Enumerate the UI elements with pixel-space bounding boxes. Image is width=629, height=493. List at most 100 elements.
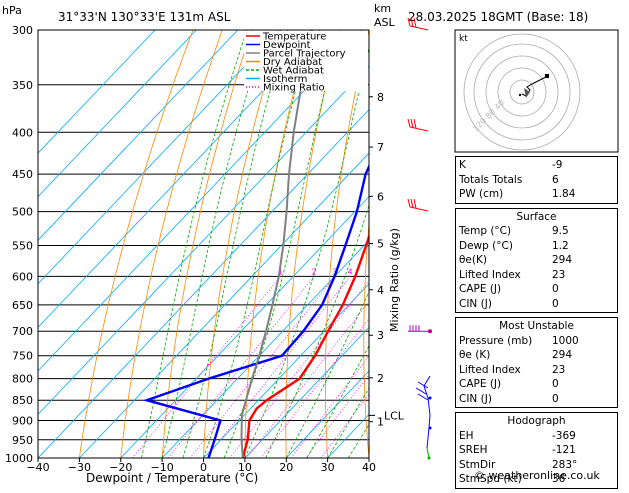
index-label: K bbox=[459, 159, 466, 171]
index-row: K -9 bbox=[459, 158, 614, 173]
wet-adiabat-line bbox=[306, 344, 369, 458]
isotherm-line bbox=[38, 65, 369, 416]
most-unstable-label: θe (K) bbox=[459, 349, 491, 361]
pressure-tick-label: 900 bbox=[12, 415, 33, 428]
x-tick-label: 0 bbox=[200, 461, 207, 474]
wet-adiabat-line bbox=[203, 30, 313, 458]
isotherm-line bbox=[38, 30, 156, 154]
location-title: 31°33'N 130°33'E 131m ASL bbox=[58, 10, 231, 24]
index-row: PW (cm) 1.84 bbox=[459, 187, 614, 202]
mixing-ratio-label: 2 bbox=[312, 267, 317, 276]
isotherm-line bbox=[38, 30, 321, 328]
hodograph-label: SREH bbox=[459, 444, 488, 456]
legend-label: Temperature bbox=[262, 32, 326, 43]
pressure-tick-label: 350 bbox=[12, 79, 33, 92]
most-unstable-label: Pressure (mb) bbox=[459, 334, 533, 347]
index-value: 1.84 bbox=[552, 188, 576, 200]
km-tick-label: 3 bbox=[377, 329, 384, 342]
hodograph-unit-label: kt bbox=[459, 34, 468, 44]
km-tick-label: 7 bbox=[377, 141, 384, 154]
lcl-label: LCL bbox=[384, 409, 405, 422]
km-tick-label: 1 bbox=[377, 416, 384, 429]
mixing-ratio-label: 1 bbox=[278, 267, 283, 276]
index-value: -9 bbox=[552, 159, 563, 171]
legend-label: Parcel Trajectory bbox=[263, 49, 346, 60]
hodograph-label: StmDir bbox=[459, 458, 496, 471]
x-axis-title: Dewpoint / Temperature (°C) bbox=[86, 471, 258, 485]
pressure-tick-label: 450 bbox=[12, 168, 33, 181]
axes: 3003504004505005506006507007508008509009… bbox=[5, 24, 405, 474]
surface-value: 294 bbox=[552, 254, 573, 266]
legend-label: Mixing Ratio bbox=[263, 83, 325, 94]
info-panel: K -9 Totals Totals 6 PW (cm) 1.84 Surface Tem… bbox=[455, 156, 618, 493]
wet-adiabat-line bbox=[223, 30, 341, 458]
surface-row: Lifted Index 23 bbox=[459, 268, 614, 283]
hodograph-box: Hodograph EH -369 SREH -121 StmDir 283° StmSpd… bbox=[455, 412, 618, 489]
surface-label: Lifted Index bbox=[459, 268, 521, 281]
most-unstable-row: Lifted Index 23 bbox=[459, 363, 614, 378]
isotherm-line bbox=[244, 326, 369, 458]
hodograph-row: StmSpd (kt) 36 bbox=[459, 472, 614, 487]
dry-adiabat-line bbox=[161, 30, 252, 458]
surface-label: Temp (°C) bbox=[459, 225, 512, 237]
indices-box: K -9 Totals Totals 6 PW (cm) 1.84 bbox=[455, 156, 618, 204]
surface-value: 9.5 bbox=[552, 225, 569, 237]
most-unstable-label: CIN (J) bbox=[459, 392, 492, 405]
hodograph-row: StmDir 283° bbox=[459, 458, 614, 473]
surface-label: Dewp (°C) bbox=[459, 239, 513, 252]
hodograph-title: Hodograph bbox=[507, 415, 566, 427]
wet-adiabat-line bbox=[244, 46, 369, 458]
isotherm-line bbox=[285, 370, 369, 458]
hodograph-value: -369 bbox=[552, 429, 576, 442]
most-unstable-value: 0 bbox=[552, 392, 559, 405]
surface-value: 0 bbox=[552, 283, 559, 295]
mixing-ratio-line bbox=[305, 373, 369, 458]
mixing-ratio-label: 3 bbox=[332, 267, 337, 276]
hodograph-origin bbox=[518, 93, 522, 97]
hpa-label: hPa bbox=[2, 4, 22, 17]
most-unstable-row: θe (K) 294 bbox=[459, 348, 614, 363]
hodograph-ring bbox=[497, 67, 547, 117]
wet-adiabat-line bbox=[141, 30, 248, 458]
pressure-tick-label: 300 bbox=[12, 24, 33, 37]
index-value: 6 bbox=[552, 173, 559, 186]
dry-adiabat-line bbox=[79, 30, 194, 458]
index-row: Totals Totals 6 bbox=[459, 173, 614, 188]
pressure-tick-label: 600 bbox=[12, 270, 33, 283]
wind-barbs bbox=[407, 17, 432, 460]
pressure-tick-label: 400 bbox=[12, 126, 33, 139]
index-label: PW (cm) bbox=[459, 188, 504, 200]
pressure-tick-label: 500 bbox=[12, 206, 33, 219]
km-tick-label: 2 bbox=[377, 372, 384, 385]
isotherm-line bbox=[38, 108, 369, 458]
pressure-tick-label: 750 bbox=[12, 350, 33, 363]
most-unstable-row: CIN (J) 0 bbox=[459, 392, 614, 407]
datetime-title: 28.03.2025 18GMT (Base: 18) bbox=[408, 10, 588, 24]
wind-barb bbox=[407, 118, 429, 132]
surface-row: CIN (J) 0 bbox=[459, 297, 614, 312]
surface-row: Temp (°C) 9.5 bbox=[459, 224, 614, 239]
wet-adiabat-line bbox=[265, 203, 369, 458]
most-unstable-row: CAPE (J) 0 bbox=[459, 377, 614, 392]
mixing-ratio-axis-title: Mixing Ratio (g/kg) bbox=[388, 228, 401, 332]
surface-row: θe(K) 294 bbox=[459, 253, 614, 268]
mixing-ratio-line bbox=[260, 317, 369, 458]
hodograph-trace bbox=[521, 76, 547, 97]
mixing-ratio-label: 16 bbox=[425, 267, 435, 276]
dewpoint-curve bbox=[142, 163, 369, 458]
hodograph-frame bbox=[454, 29, 619, 153]
temperature-curve bbox=[241, 233, 369, 458]
surface-value: 23 bbox=[552, 268, 566, 281]
mixing-ratio-label: 4 bbox=[348, 267, 353, 276]
x-tick-label: −30 bbox=[68, 461, 91, 474]
hodograph-row: SREH -121 bbox=[459, 443, 614, 458]
dry-adiabat-line bbox=[285, 30, 340, 458]
surface-row: Dewp (°C) 1.2 bbox=[459, 239, 614, 254]
surface-label: θe(K) bbox=[459, 254, 487, 266]
surface-value: 1.2 bbox=[552, 239, 569, 252]
background-lines: 1 2 3 4 6 8 10 16 20 25 bbox=[38, 30, 435, 458]
isotherm-line bbox=[38, 30, 197, 198]
most-unstable-label: CAPE (J) bbox=[459, 378, 502, 390]
legend-background bbox=[244, 31, 368, 91]
